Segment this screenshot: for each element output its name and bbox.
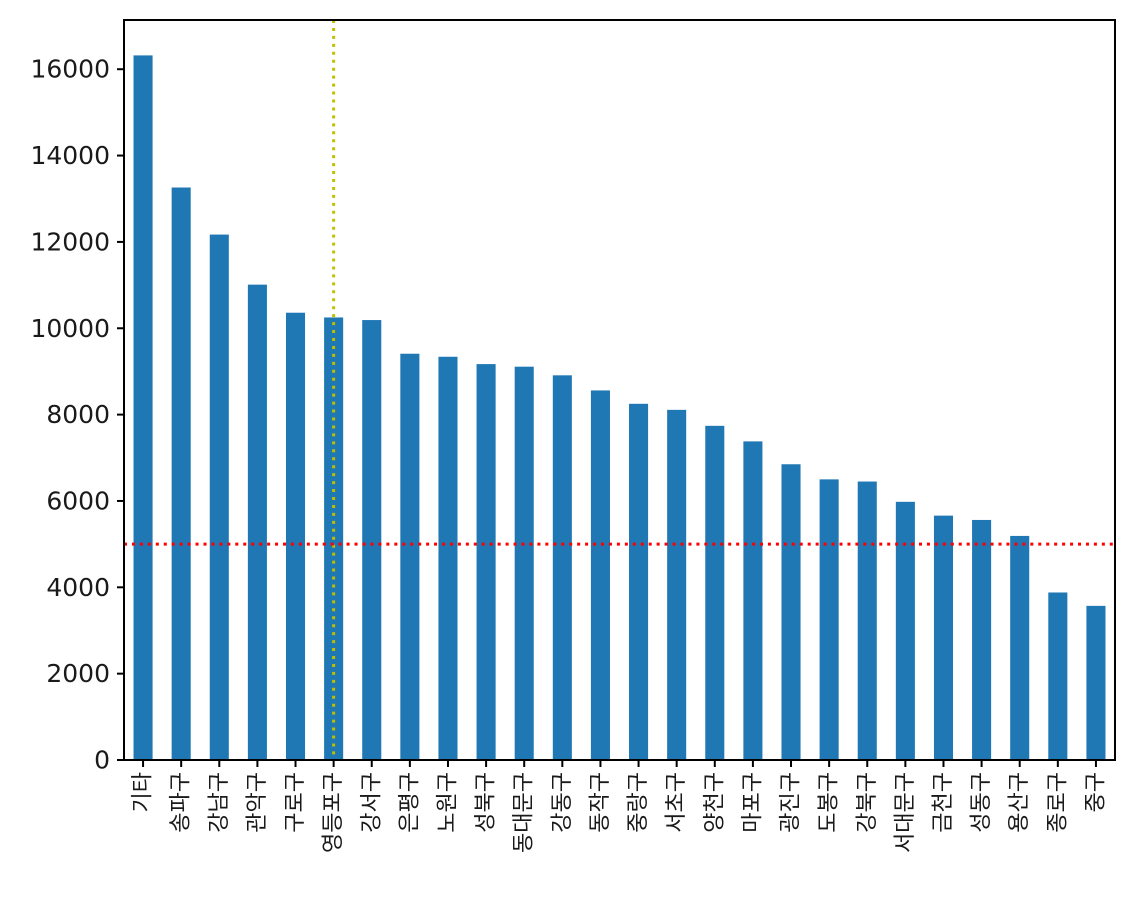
y-tick-label: 2000 — [46, 659, 110, 688]
x-tick-label: 강북구 — [855, 772, 880, 833]
bar-강동구 — [552, 375, 572, 760]
y-tick-label: 12000 — [30, 227, 110, 256]
plot-area — [124, 20, 1115, 760]
bar-노원구 — [438, 356, 458, 760]
y-tick-label: 6000 — [46, 486, 110, 515]
x-tick-label: 강서구 — [359, 772, 384, 833]
bar-관악구 — [247, 284, 267, 760]
bar-서대문구 — [895, 501, 915, 760]
x-tick-label: 종로구 — [1045, 772, 1070, 833]
x-tick-label: 마포구 — [740, 772, 765, 833]
bar-광진구 — [781, 464, 801, 760]
x-tick-label: 노원구 — [435, 772, 460, 833]
bar-강남구 — [209, 234, 229, 760]
x-tick-label: 광진구 — [779, 772, 804, 833]
x-tick-label: 관악구 — [245, 772, 270, 833]
x-tick-label: 서대문구 — [893, 772, 918, 853]
x-tick-label: 성북구 — [474, 772, 499, 833]
x-tick-label: 기타 — [131, 772, 156, 812]
bar-동작구 — [590, 390, 610, 760]
x-tick-label: 도봉구 — [817, 772, 842, 833]
y-tick-label: 0 — [94, 746, 110, 775]
y-tick-label: 16000 — [30, 55, 110, 84]
x-tick-label: 구로구 — [283, 772, 308, 833]
bar-금천구 — [933, 515, 954, 760]
x-tick-label: 동작구 — [588, 772, 613, 833]
bar-성북구 — [476, 364, 496, 760]
y-tick-label: 8000 — [46, 400, 110, 429]
bar-종로구 — [1048, 592, 1068, 760]
bar-서초구 — [667, 409, 687, 760]
x-tick-label: 은평구 — [397, 772, 422, 833]
bar-도봉구 — [819, 479, 839, 760]
bar-성동구 — [972, 519, 992, 760]
x-tick-label: 서초구 — [664, 772, 689, 833]
x-tick-label: 강남구 — [207, 772, 232, 833]
x-tick-label: 동대문구 — [512, 772, 537, 853]
x-tick-label: 용산구 — [1007, 772, 1032, 833]
x-tick-label: 금천구 — [931, 772, 956, 833]
bar-송파구 — [171, 187, 191, 760]
y-tick-label: 4000 — [46, 573, 110, 602]
y-tick-label: 10000 — [30, 314, 110, 343]
bar-기타 — [133, 55, 153, 760]
bar-강서구 — [362, 320, 382, 760]
bar-강북구 — [857, 481, 877, 760]
bar-양천구 — [705, 425, 725, 760]
x-tick-label: 성동구 — [969, 772, 994, 833]
bar-동대문구 — [514, 366, 534, 760]
bar-용산구 — [1010, 535, 1030, 760]
bar-은평구 — [400, 353, 420, 760]
bar-구로구 — [285, 312, 306, 760]
x-tick-label: 송파구 — [169, 772, 194, 833]
x-tick-label: 중랑구 — [626, 772, 651, 833]
y-tick-label: 14000 — [30, 141, 110, 170]
bar-중랑구 — [629, 403, 649, 760]
bar-마포구 — [743, 441, 763, 760]
x-tick-label: 중구 — [1083, 772, 1108, 812]
bar-중구 — [1086, 605, 1106, 760]
x-tick-label: 양천구 — [702, 772, 727, 833]
x-tick-label: 영등포구 — [321, 772, 346, 853]
plot-border — [123, 19, 1116, 761]
x-tick-label: 강동구 — [550, 772, 575, 833]
